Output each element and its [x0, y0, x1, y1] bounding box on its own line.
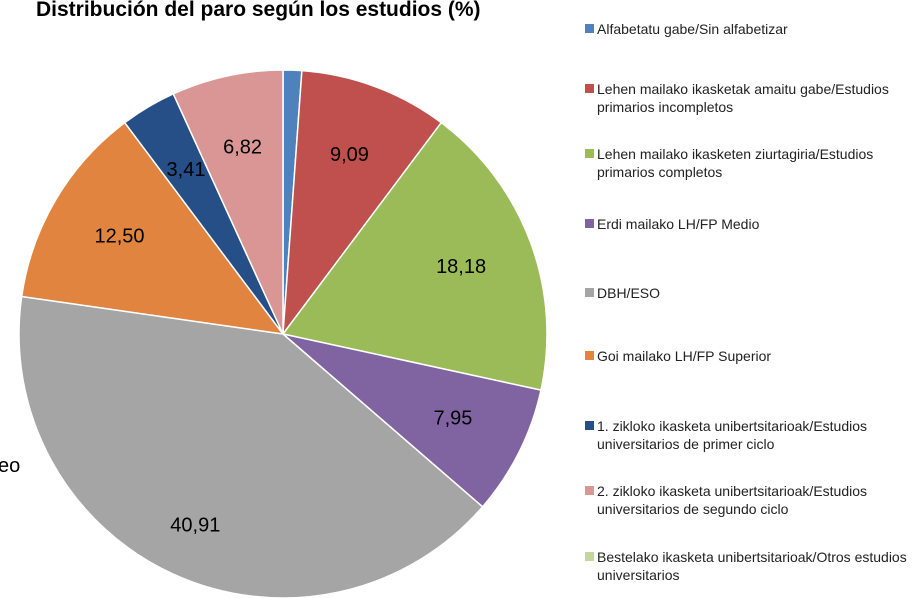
legend-item: 1. zikloko ikasketa unibertsitarioak/Est… — [585, 417, 924, 453]
legend-item: Erdi mailako LH/FP Medio — [585, 215, 924, 233]
data-label: 9,09 — [330, 144, 369, 166]
legend-item: Lehen mailako ikasketak amaitu gabe/Estu… — [585, 80, 924, 116]
legend-label: 2. zikloko ikasketa unibertsitarioak/Est… — [597, 483, 868, 517]
pie-slice — [282, 333, 542, 508]
legend-item: Bestelako ikasketa unibertsitarioak/Otro… — [585, 548, 924, 584]
legend-label: Goi mailako LH/FP Superior — [597, 348, 772, 364]
legend-swatch — [585, 219, 594, 228]
data-label: 7,95 — [434, 407, 473, 429]
legend-label: Erdi mailako LH/FP Medio — [597, 216, 760, 232]
pie-slice — [172, 69, 284, 335]
chart-title: Distribución del paro según los estudios… — [36, 0, 481, 21]
legend-swatch — [585, 486, 594, 495]
pie-slice — [18, 295, 484, 598]
legend-label: Bestelako ikasketa unibertsitarioak/Otro… — [597, 549, 907, 583]
data-label: 12,50 — [94, 225, 144, 247]
legend-swatch — [585, 351, 594, 360]
data-label: 6,82 — [223, 137, 262, 159]
legend-swatch — [585, 84, 594, 93]
legend-item: Alfabetatu gabe/Sin alfabetizar — [585, 20, 924, 38]
legend-label: 1. zikloko ikasketa unibertsitarioak/Est… — [597, 418, 868, 452]
legend-item: DBH/ESO — [585, 284, 924, 302]
data-label: 3,41 — [167, 159, 206, 181]
legend-label: Alfabetatu gabe/Sin alfabetizar — [597, 21, 788, 37]
legend-swatch — [585, 552, 594, 561]
data-label: 40,91 — [170, 514, 220, 536]
legend-item: 2. zikloko ikasketa unibertsitarioak/Est… — [585, 482, 924, 518]
data-label: 18,18 — [436, 256, 486, 278]
annotation: eo — [0, 455, 20, 477]
pie-slice — [282, 69, 443, 337]
legend-swatch — [585, 149, 594, 158]
legend-item: Lehen mailako ikasketen ziurtagiria/Estu… — [585, 145, 924, 181]
legend-label: DBH/ESO — [597, 285, 661, 301]
legend-item: Goi mailako LH/FP Superior — [585, 347, 924, 365]
legend-swatch — [585, 288, 594, 297]
legend-label: Lehen mailako ikasketen ziurtagiria/Estu… — [597, 146, 874, 180]
pie-slice — [20, 121, 285, 335]
legend-swatch — [585, 24, 594, 33]
pie-slice — [281, 121, 548, 392]
legend-label: Lehen mailako ikasketak amaitu gabe/Estu… — [597, 81, 889, 115]
legend-swatch — [585, 421, 594, 430]
